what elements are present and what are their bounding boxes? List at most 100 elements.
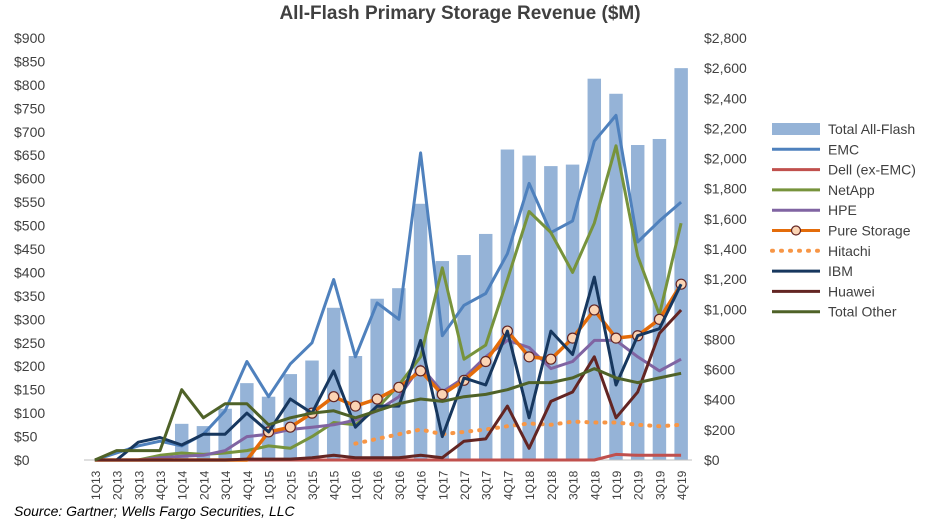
x-tick-label: 2Q17 [458, 470, 472, 500]
bar [478, 233, 493, 460]
series-point [675, 278, 687, 290]
chart-title: All-Flash Primary Storage Revenue ($M) [279, 3, 641, 24]
bar [630, 145, 645, 460]
legend-label: EMC [828, 141, 859, 157]
x-tick-label: 1Q13 [89, 470, 103, 500]
y-right-tick-label: $0 [704, 452, 720, 468]
legend-label: Total Other [828, 304, 897, 320]
legend-label: Huawei [828, 283, 875, 299]
y-left-tick-label: $700 [14, 124, 45, 140]
series-line [94, 338, 682, 462]
series-point [588, 304, 600, 316]
series-point [436, 388, 448, 400]
x-tick-label: 1Q14 [176, 470, 190, 500]
legend-label: Pure Storage [828, 223, 911, 239]
y-right-tick-label: $1,200 [704, 271, 747, 287]
series-point [328, 391, 340, 403]
x-tick-label: 4Q18 [588, 470, 602, 500]
x-tick-label: 2Q15 [284, 470, 298, 500]
series-point [349, 400, 362, 412]
x-tick-label: 3Q16 [393, 470, 407, 500]
y-left-tick-label: $900 [14, 30, 45, 46]
x-tick-label: 2Q16 [371, 470, 385, 500]
legend-label: Hitachi [828, 243, 871, 259]
y-left-tick-label: $750 [14, 100, 45, 116]
series-line [94, 144, 683, 462]
series-point [545, 353, 557, 365]
series-point [393, 381, 405, 393]
series-point [284, 421, 296, 433]
y-left-tick-label: $200 [14, 358, 45, 374]
y-right-tick-label: $400 [704, 392, 735, 408]
y-right-tick-label: $2,600 [704, 60, 747, 76]
y-right-tick-label: $2,200 [704, 120, 747, 136]
y-left-tick-label: $800 [14, 77, 45, 93]
x-tick-label: 2Q14 [197, 470, 211, 500]
y-left-tick-label: $50 [14, 429, 38, 445]
x-tick-label: 2Q13 [111, 470, 125, 500]
series-line [353, 419, 684, 446]
x-tick-label: 1Q18 [523, 470, 537, 500]
bar [500, 149, 515, 460]
x-tick-label: 4Q19 [675, 470, 689, 500]
y-right-tick-label: $2,000 [704, 151, 747, 167]
legend-label: IBM [828, 263, 853, 279]
source-note: Source: Gartner; Wells Fargo Securities,… [14, 503, 295, 519]
x-tick-label: 4Q17 [501, 470, 515, 500]
y-right-tick-label: $600 [704, 362, 735, 378]
y-left-tick-label: $300 [14, 311, 45, 327]
bar [413, 203, 428, 461]
series-point [414, 365, 427, 377]
x-tick-label: 3Q18 [567, 470, 581, 500]
x-tick-label: 3Q14 [219, 470, 233, 500]
series-point [523, 351, 535, 363]
series-point [480, 355, 492, 368]
y-right-tick-label: $1,600 [704, 211, 747, 227]
bar [392, 288, 406, 460]
legend-swatch [772, 123, 820, 135]
y-left-tick-label: $0 [14, 452, 30, 468]
y-left-tick-label: $150 [14, 382, 45, 398]
y-left-tick-label: $350 [14, 288, 45, 304]
y-left-tick-label: $250 [14, 335, 45, 351]
y-right-tick-label: $1,400 [704, 241, 747, 257]
y-right-tick-label: $2,800 [704, 30, 747, 46]
y-left-tick-label: $850 [14, 53, 45, 69]
y-left-tick-label: $400 [14, 264, 45, 280]
bar [544, 166, 558, 460]
x-tick-label: 3Q19 [653, 470, 667, 500]
legend-marker [790, 225, 802, 236]
bar [174, 423, 189, 460]
x-tick-label: 4Q16 [415, 470, 429, 500]
legend-label: HPE [828, 202, 857, 218]
x-tick-label: 1Q17 [436, 470, 450, 500]
x-tick-label: 2Q18 [545, 470, 559, 500]
y-right-tick-label: $1,000 [704, 301, 747, 317]
x-tick-label: 3Q13 [132, 470, 146, 500]
x-tick-label: 4Q14 [241, 470, 255, 500]
y-left-tick-label: $650 [14, 147, 45, 163]
legend-label: Total All-Flash [828, 121, 915, 137]
y-right-tick-label: $2,400 [704, 90, 747, 106]
series-point [610, 332, 622, 344]
y-right-tick-label: $800 [704, 331, 735, 347]
x-tick-label: 2Q19 [632, 470, 646, 500]
y-left-tick-label: $100 [14, 405, 45, 421]
x-tick-label: 1Q15 [263, 470, 277, 500]
series-line [94, 367, 682, 462]
series-point [371, 393, 383, 405]
x-tick-label: 1Q19 [610, 470, 624, 500]
bar [674, 68, 688, 461]
x-tick-label: 4Q13 [154, 470, 168, 500]
y-left-tick-label: $550 [14, 194, 45, 210]
x-tick-label: 1Q16 [349, 470, 363, 500]
x-tick-label: 3Q17 [480, 470, 494, 500]
legend-label: Dell (ex-EMC) [828, 162, 916, 178]
x-tick-label: 4Q15 [328, 470, 342, 500]
x-tick-label: 3Q15 [306, 470, 320, 500]
y-left-tick-label: $600 [14, 171, 45, 187]
y-left-tick-label: $450 [14, 241, 45, 257]
bar [370, 298, 384, 460]
